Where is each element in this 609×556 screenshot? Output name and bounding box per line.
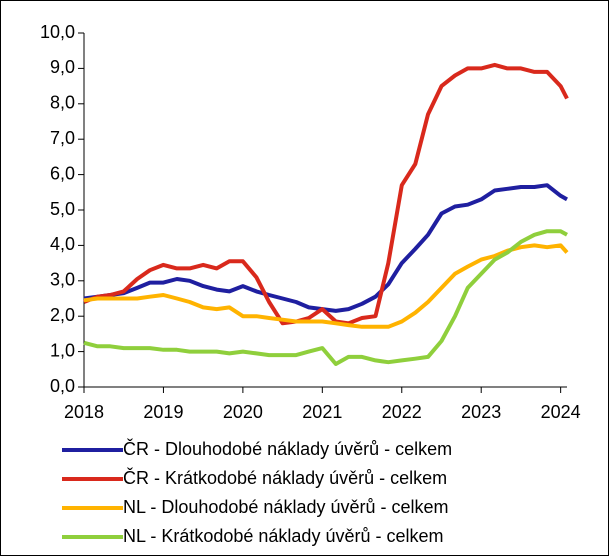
series-line: [83, 183, 568, 313]
y-tick-label: 1,0: [50, 340, 75, 360]
y-tick-label: 0,0: [50, 376, 75, 396]
legend-label: NL - Krátkodobé náklady úvěrů - celkem: [123, 526, 443, 546]
y-tick-label: 2,0: [50, 305, 75, 325]
y-tick-label: 8,0: [50, 93, 75, 113]
series-line: [83, 229, 568, 366]
x-tick-label: 2020: [223, 402, 263, 422]
x-tick-label: 2024: [541, 402, 581, 422]
y-tick-label: 6,0: [50, 163, 75, 183]
x-tick-label: 2018: [64, 402, 104, 422]
y-tick-label: 9,0: [50, 57, 75, 77]
x-tick-label: 2019: [143, 402, 183, 422]
x-tick-label: 2023: [461, 402, 501, 422]
legend-label: NL - Dlouhodobé náklady úvěrů - celkem: [123, 497, 449, 517]
x-tick-label: 2021: [302, 402, 342, 422]
legend-label: ČR - Dlouhodobé náklady úvěrů - celkem: [123, 438, 452, 459]
y-tick-label: 10,0: [40, 22, 75, 42]
legend-label: ČR - Krátkodobé náklady úvěrů - celkem: [123, 467, 447, 488]
series-line: [83, 243, 569, 329]
y-tick-label: 5,0: [50, 199, 75, 219]
y-tick-label: 4,0: [50, 234, 75, 254]
x-tick-label: 2022: [382, 402, 422, 422]
y-tick-label: 7,0: [50, 128, 75, 148]
series-line: [83, 62, 569, 326]
y-tick-label: 3,0: [50, 270, 75, 290]
